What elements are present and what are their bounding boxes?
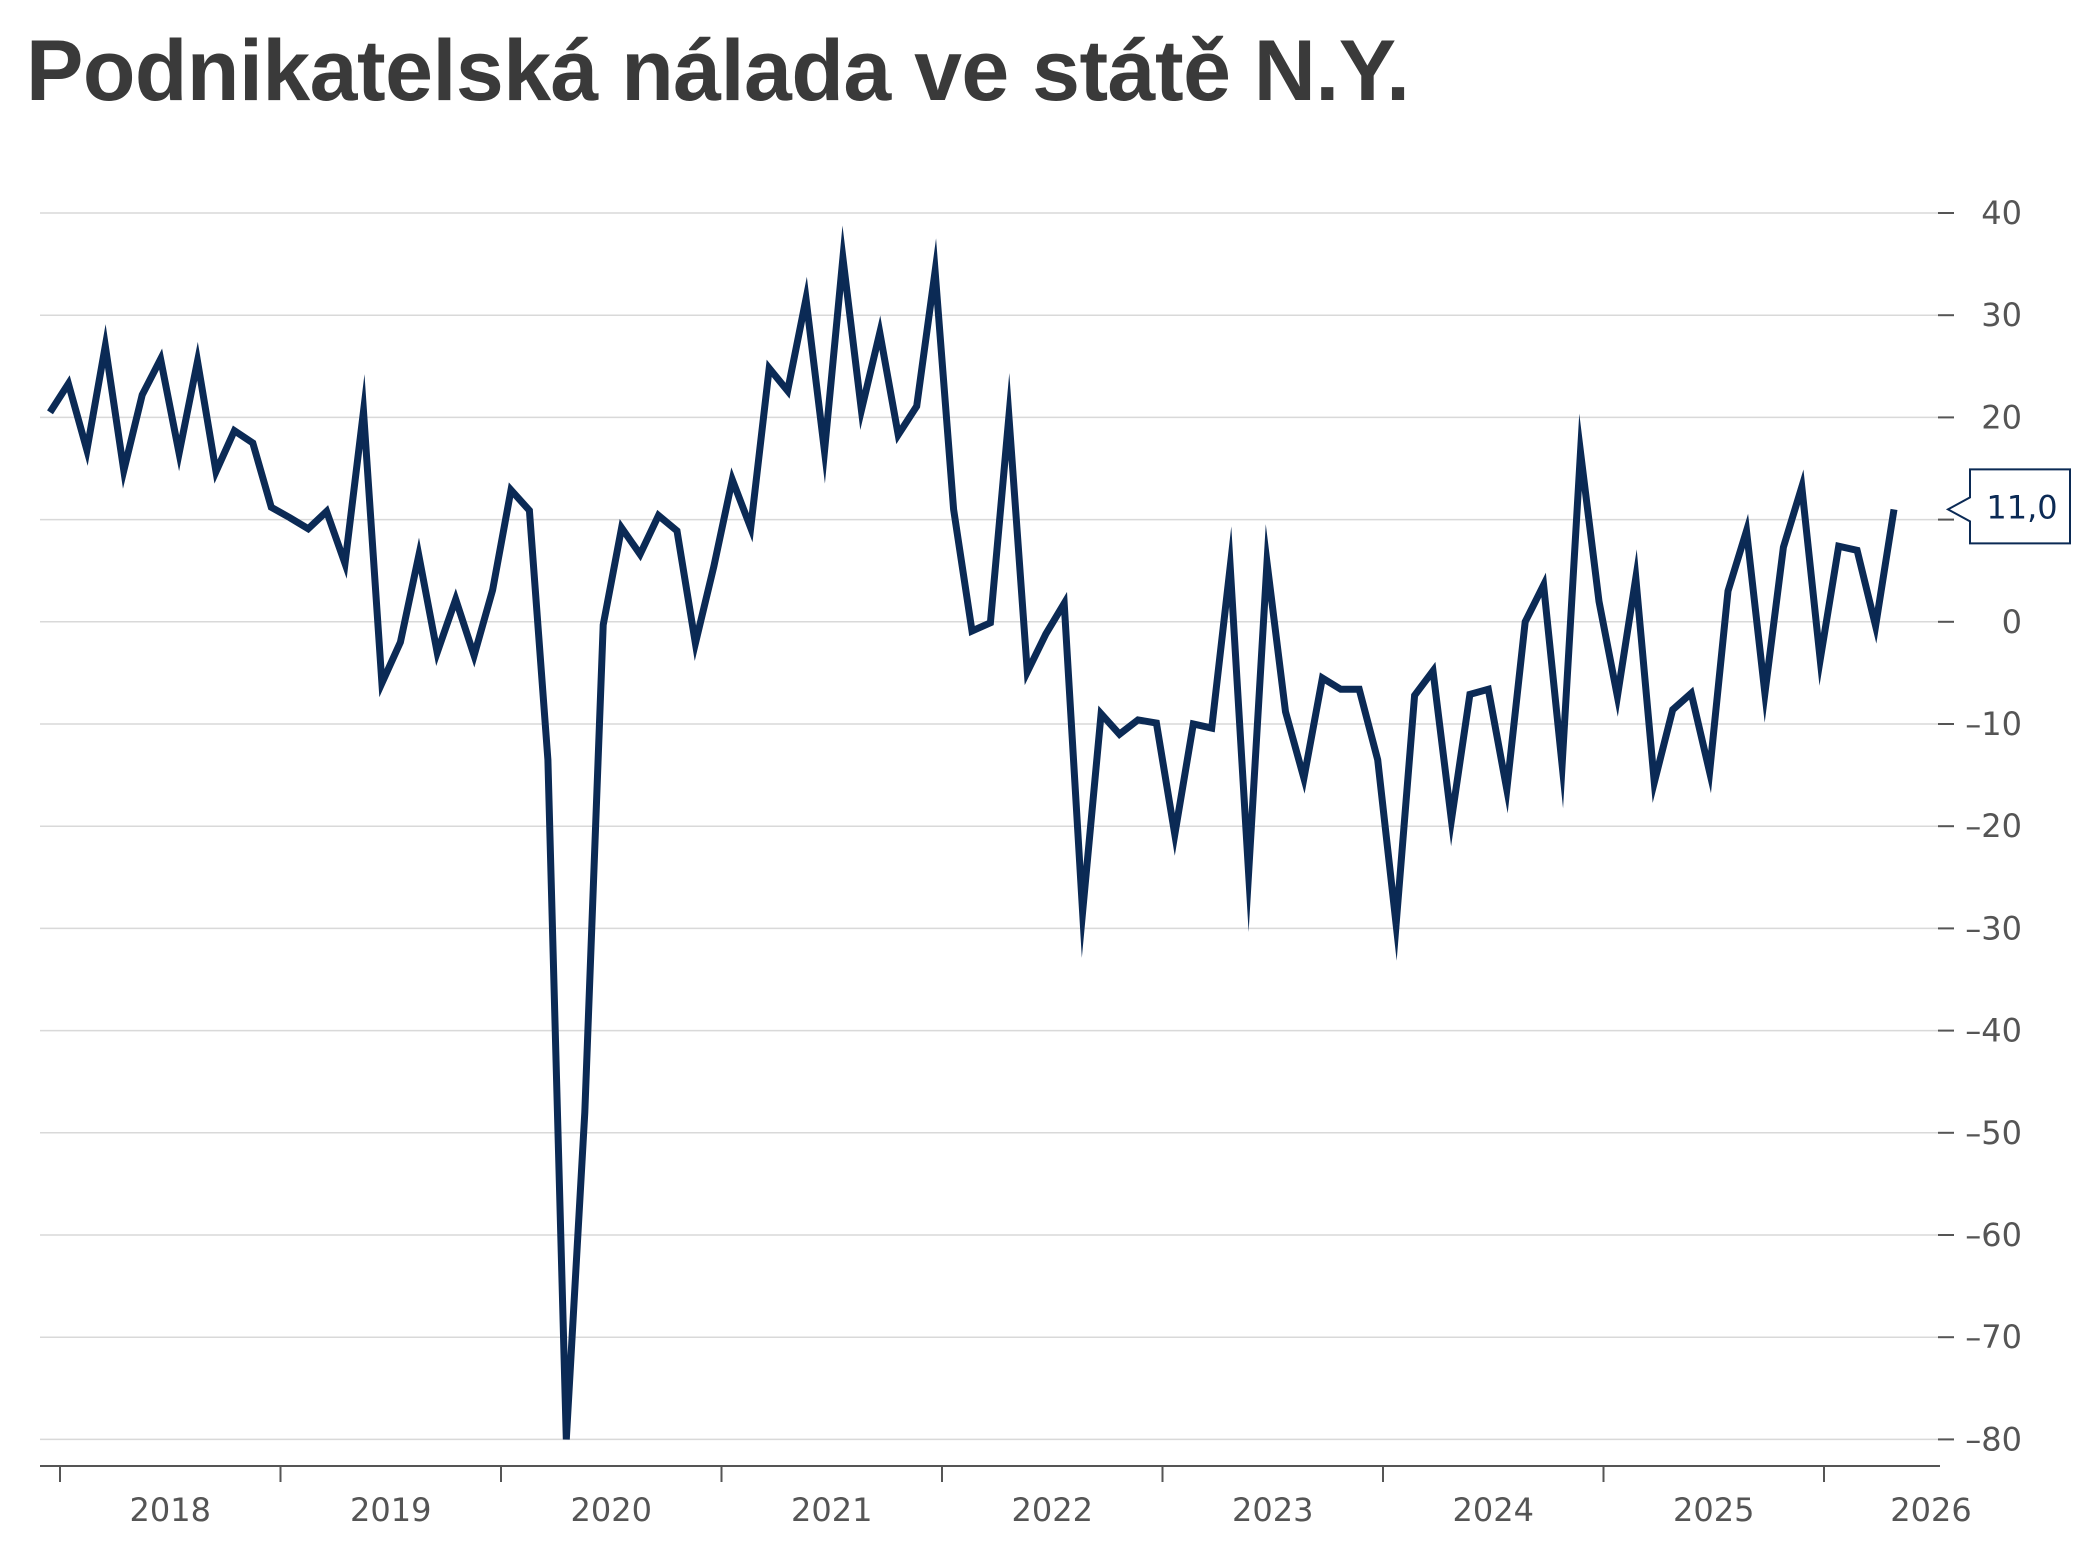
y-tick-label: –60 — [1965, 1216, 2022, 1254]
y-tick-label: –10 — [1965, 705, 2022, 743]
y-tick-label: –30 — [1965, 909, 2022, 947]
y-tick-label: 40 — [1981, 194, 2022, 232]
x-tick-label: 2019 — [350, 1491, 431, 1529]
x-tick-label: 2024 — [1453, 1491, 1534, 1529]
x-tick-label: 2026 — [1890, 1491, 1971, 1529]
gridlines — [40, 212, 1940, 1441]
y-tick-label: –20 — [1965, 807, 2022, 845]
x-tick-label: 2020 — [571, 1491, 652, 1529]
y-axis: 40 30 20 0 –10 –20 –30 –40 –50 –60 –70 –80 — [1938, 194, 2022, 1458]
y-tick-label: –70 — [1965, 1318, 2022, 1356]
y-tick-label: 20 — [1981, 398, 2022, 436]
last-value-callout: 11,0 — [1945, 468, 2071, 545]
x-axis: 2018 2019 2020 2021 2022 2023 2024 2025 2026 — [40, 1465, 1972, 1529]
x-tick-label: 2025 — [1673, 1491, 1754, 1529]
x-tick-label: 2021 — [791, 1491, 872, 1529]
y-tick-label: 30 — [1981, 296, 2022, 334]
x-tick-label: 2022 — [1012, 1491, 1093, 1529]
y-tick-label: –40 — [1965, 1012, 2022, 1050]
y-tick-label: 0 — [2002, 603, 2022, 641]
x-tick-label: 2023 — [1232, 1491, 1313, 1529]
y-tick-label: –80 — [1965, 1420, 2022, 1458]
series-line — [47, 225, 1898, 1440]
x-tick-label: 2018 — [130, 1491, 211, 1529]
series-layer — [47, 225, 1898, 1440]
callout-box — [1945, 468, 2071, 545]
last-value-label: 11,0 — [1986, 488, 2057, 526]
y-tick-label: –50 — [1965, 1114, 2022, 1152]
chart-title: Podnikatelská nálada ve státě N.Y. — [26, 23, 1410, 119]
